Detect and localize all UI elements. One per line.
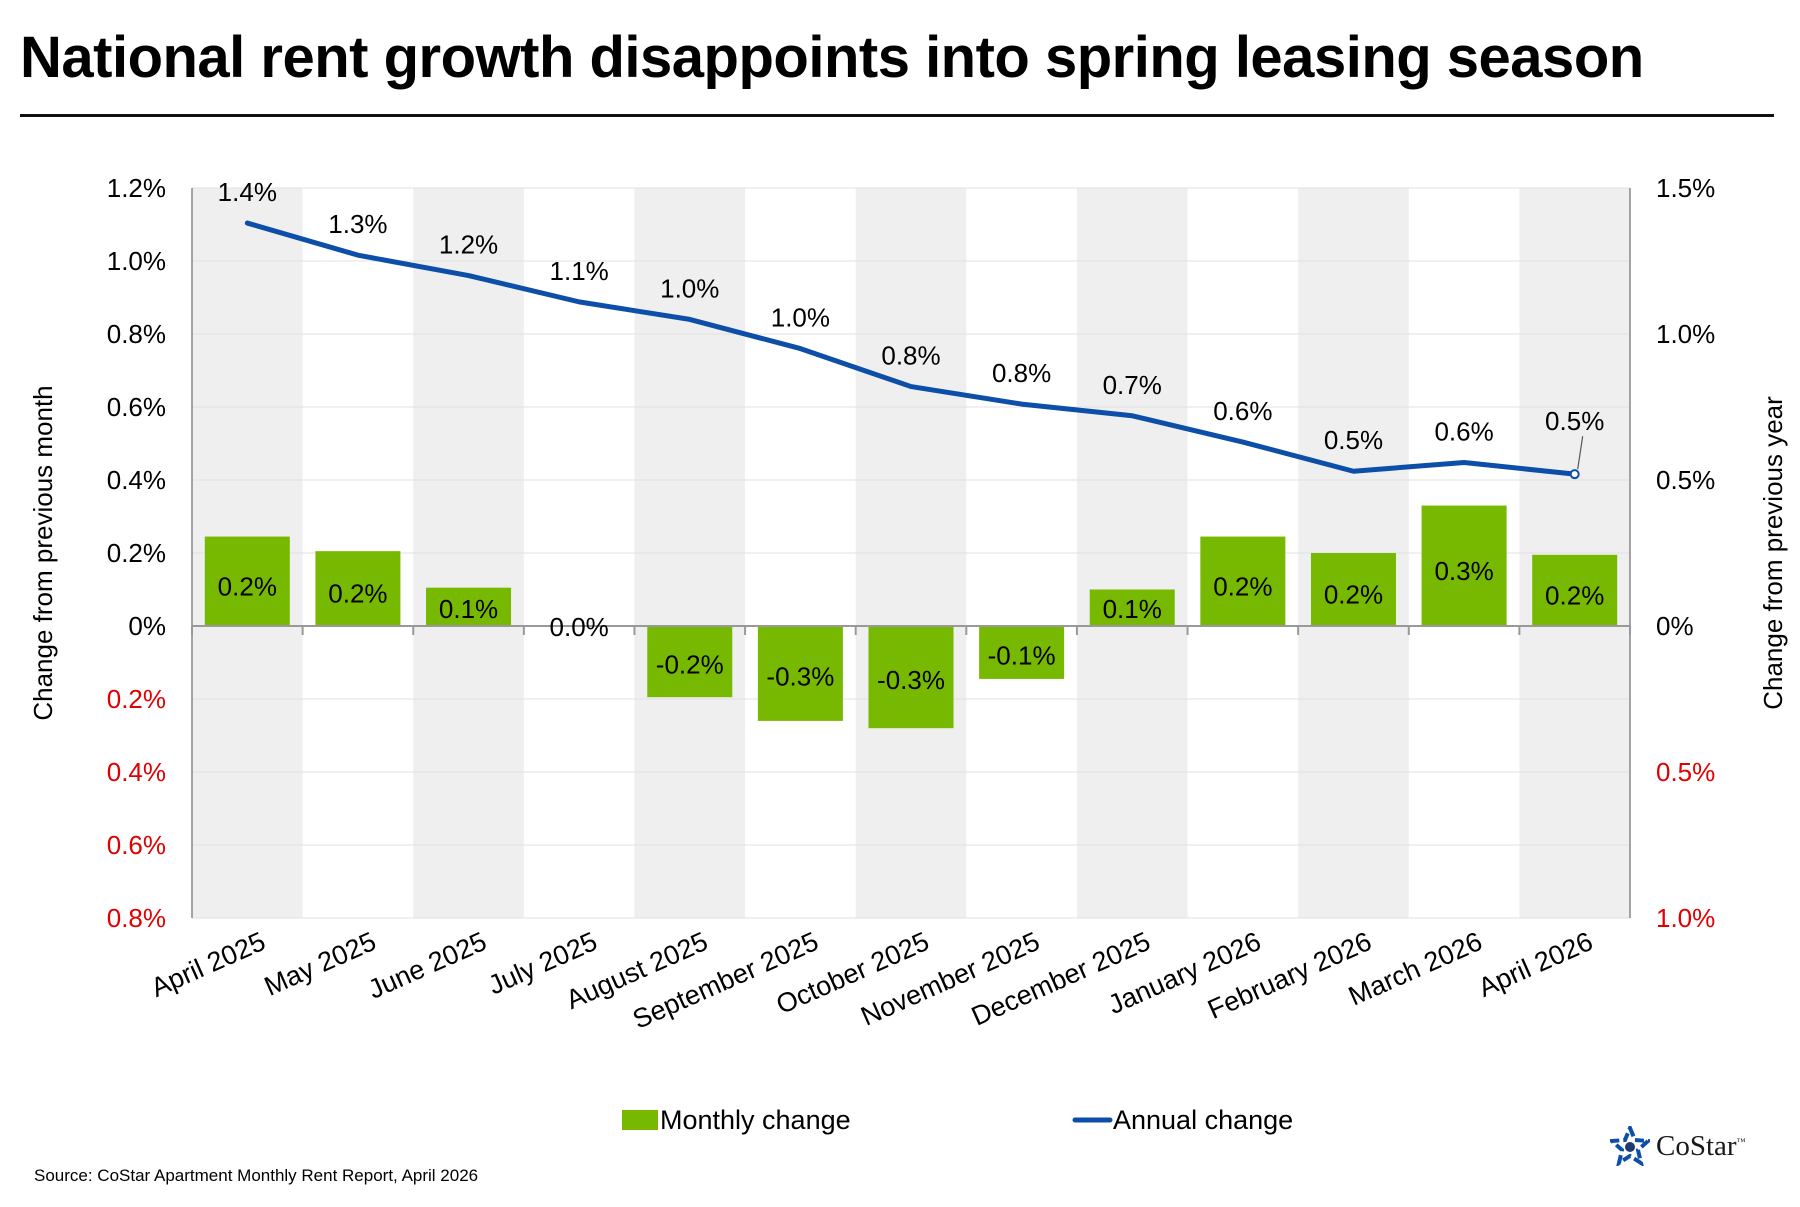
- line-data-label: 1.4%: [218, 177, 277, 207]
- bar-data-label: 0.2%: [218, 571, 277, 601]
- right-tick-label: 1.0%: [1656, 319, 1715, 349]
- data-labels: 0.2% 0.2% 0.1% 0.0% -0.2% -0.3% -0.3% -0.1% 0.1%…: [218, 177, 1605, 695]
- chart-title: National rent growth disappoints into sp…: [20, 25, 1644, 90]
- axes: [191, 188, 1631, 918]
- costar-logo: CoStar™: [1610, 1126, 1745, 1166]
- line-data-label: 1.0%: [771, 303, 830, 333]
- line-data-label: 0.6%: [1434, 416, 1493, 446]
- left-tick-label: 1.0%: [107, 246, 166, 276]
- line-data-label: 0.6%: [1213, 396, 1272, 426]
- bar: [204, 536, 290, 626]
- left-tick-label: 0.8%: [107, 319, 166, 349]
- bar-data-label: 0.2%: [1324, 580, 1383, 610]
- line-data-label: 1.0%: [660, 273, 719, 303]
- line-data-label: 0.5%: [1545, 406, 1604, 436]
- line-series: [244, 220, 1580, 480]
- right-tick-label: 0%: [1656, 611, 1694, 641]
- line-data-label: 1.1%: [550, 256, 609, 286]
- bar: [426, 587, 512, 626]
- line-data-label: 0.5%: [1324, 425, 1383, 455]
- left-tick-label: 0.4%: [107, 465, 166, 495]
- category-label: May 2025: [260, 926, 381, 1002]
- bar-data-label: -0.3%: [766, 661, 834, 691]
- left-tick-label: 0.2%: [107, 684, 166, 714]
- bar: [1200, 536, 1286, 626]
- category-label: June 2025: [364, 926, 491, 1005]
- line-data-label: 1.2%: [439, 230, 498, 260]
- category-label: April 2025: [146, 926, 269, 1003]
- bar-series: [204, 505, 1618, 729]
- right-tick-label: 1.5%: [1656, 173, 1715, 203]
- costar-star-icon: [1610, 1126, 1650, 1166]
- line-data-label: 0.8%: [992, 358, 1051, 388]
- legend-label-annual: Annual change: [1113, 1105, 1293, 1135]
- bar-data-label: -0.1%: [988, 640, 1056, 670]
- left-tick-label: 0.6%: [107, 392, 166, 422]
- bar: [868, 626, 954, 729]
- tick-labels: 1.2%1.0%0.8%0.6%0.4%0.2%0%0.2%0.4%0.6%0.…: [28, 173, 1788, 933]
- bar: [647, 626, 733, 698]
- right-tick-label: 0.5%: [1656, 465, 1715, 495]
- left-tick-label: 0.6%: [107, 830, 166, 860]
- annual-change-line: [244, 220, 1578, 477]
- bar: [1421, 505, 1507, 626]
- source-note: Source: CoStar Apartment Monthly Rent Re…: [34, 1166, 479, 1185]
- bar-data-label: 0.1%: [439, 594, 498, 624]
- right-axis-title: Change from previous year: [1758, 396, 1788, 710]
- bar-data-label: -0.2%: [656, 650, 724, 680]
- bar: [1089, 589, 1175, 626]
- line-data-label: 0.8%: [881, 341, 940, 371]
- bar-data-label: 0.3%: [1434, 556, 1493, 586]
- right-tick-label: 0.5%: [1656, 757, 1715, 787]
- category-label: April 2026: [1474, 926, 1597, 1003]
- legend-swatch-monthly: [622, 1110, 658, 1130]
- left-tick-label: 0%: [128, 611, 166, 641]
- title-underline: [20, 114, 1774, 117]
- bar: [1310, 553, 1396, 626]
- line-data-label: 0.7%: [1103, 370, 1162, 400]
- line-data-label: 1.3%: [328, 209, 387, 239]
- bar-data-label: 0.2%: [328, 579, 387, 609]
- left-axis-title: Change from previous month: [28, 385, 58, 720]
- left-tick-label: 0.8%: [107, 903, 166, 933]
- bar-data-label: 0.2%: [1545, 580, 1604, 610]
- line-end-marker: [1569, 469, 1580, 480]
- legend: Monthly change Annual change: [622, 1105, 1293, 1135]
- bar: [1532, 554, 1618, 626]
- left-tick-label: 0.2%: [107, 538, 166, 568]
- label-leader-line: [1577, 436, 1584, 470]
- bar: [979, 626, 1065, 679]
- left-tick-label: 0.4%: [107, 757, 166, 787]
- bar-data-label: 0.1%: [1103, 594, 1162, 624]
- category-label: September 2025: [628, 926, 823, 1035]
- bar-data-label: 0.0%: [550, 612, 609, 642]
- left-tick-label: 1.2%: [107, 173, 166, 203]
- bar: [315, 551, 401, 626]
- bar: [757, 626, 843, 721]
- legend-label-monthly: Monthly change: [660, 1105, 851, 1135]
- right-tick-label: 1.0%: [1656, 903, 1715, 933]
- logo-text: CoStar™: [1656, 1129, 1746, 1162]
- bar-data-label: 0.2%: [1213, 571, 1272, 601]
- bar-data-label: -0.3%: [877, 665, 945, 695]
